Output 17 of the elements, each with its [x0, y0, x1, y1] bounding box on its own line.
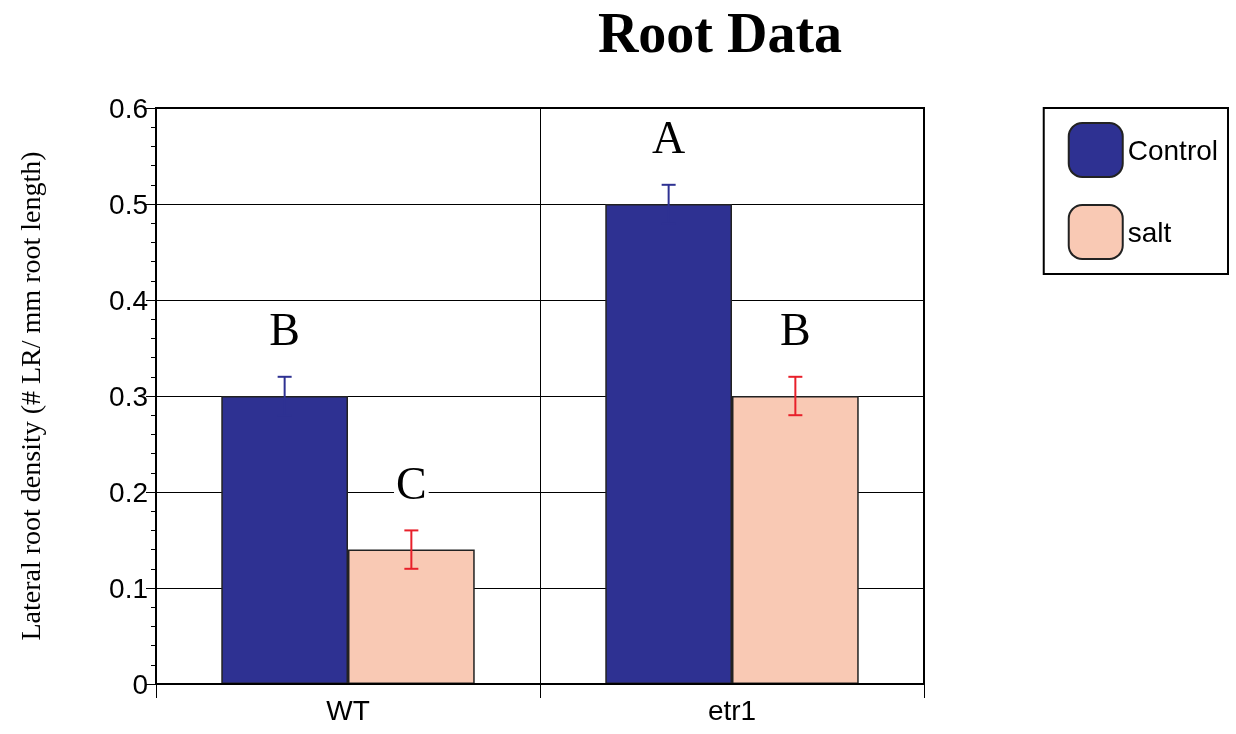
x-tick-label: WT	[326, 694, 370, 726]
y-tick-label: 0	[132, 668, 148, 700]
annotation: B	[780, 304, 811, 356]
y-axis-title: Lateral root density (# LR/ mm root length)	[14, 151, 46, 641]
y-tick-label: 0.1	[109, 572, 148, 604]
y-tick-label: 0.5	[109, 188, 148, 220]
annotation: A	[652, 112, 686, 164]
annotation: B	[269, 304, 300, 356]
legend-label: salt	[1127, 216, 1172, 248]
legend-label: Control	[1127, 134, 1218, 166]
y-tick-label: 0.4	[109, 284, 148, 316]
y-tick-label: 0.3	[109, 380, 148, 412]
chart-title: Root Data	[597, 2, 843, 64]
annotation: C	[396, 457, 427, 509]
x-tick-label: etr1	[707, 694, 757, 726]
y-tick-label: 0.2	[109, 476, 148, 508]
y-tick-label: 0.6	[109, 92, 148, 124]
